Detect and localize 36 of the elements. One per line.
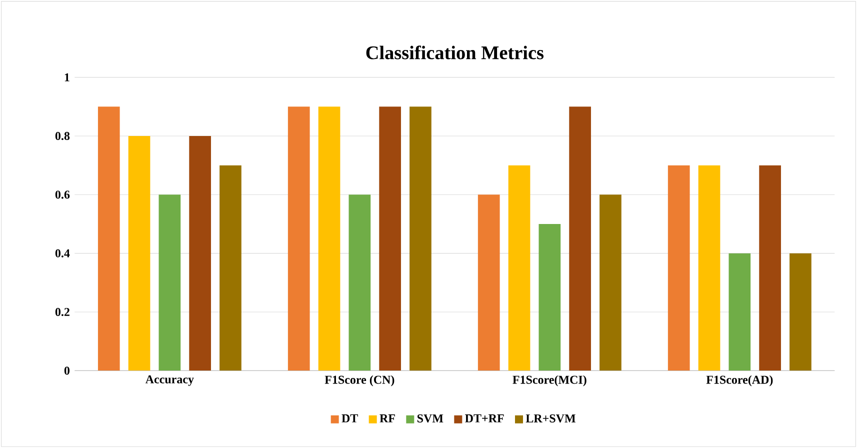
x-tick-label: Accuracy	[145, 375, 194, 386]
bar	[410, 106, 432, 371]
bar	[220, 165, 242, 371]
y-tick-label: 0.2	[55, 308, 70, 316]
bar	[379, 106, 401, 371]
bar	[128, 136, 150, 371]
legend-label: SVM	[417, 414, 444, 423]
bar	[728, 253, 751, 371]
x-tick-label: F1Score (CN)	[324, 375, 394, 386]
bar	[538, 224, 561, 371]
y-tick-label: 1	[64, 73, 70, 82]
y-tick-label: 0.4	[55, 249, 70, 258]
x-tick-label: F1Score(AD)	[706, 375, 773, 386]
y-tick-label: 0	[64, 366, 70, 375]
y-tick-label: 0.6	[55, 190, 70, 199]
bar	[508, 165, 530, 371]
bar	[158, 194, 181, 371]
legend-label: RF	[380, 414, 395, 422]
bar	[318, 106, 340, 371]
chart-title: Classification Metrics	[366, 46, 544, 60]
bar	[348, 194, 371, 371]
bar	[288, 106, 310, 371]
bar	[790, 253, 812, 371]
bar	[668, 165, 690, 371]
legend-label: LR+SVM	[526, 414, 576, 423]
bar	[98, 106, 120, 371]
x-tick-label: F1Score(MCI)	[512, 375, 586, 386]
bar	[569, 106, 591, 371]
bar	[759, 165, 781, 371]
legend-label: DT	[342, 414, 358, 422]
bar	[698, 165, 720, 371]
bar	[189, 136, 211, 371]
y-tick-label: 0.8	[55, 132, 70, 140]
legend-label: DT+RF	[465, 414, 504, 422]
bar	[600, 194, 622, 371]
bar	[478, 194, 500, 371]
